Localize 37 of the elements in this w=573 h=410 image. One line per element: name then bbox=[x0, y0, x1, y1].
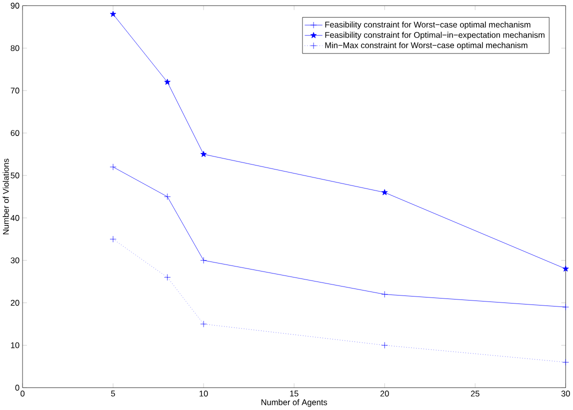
y-tick-label: 50 bbox=[10, 172, 20, 179]
y-tick-label: 20 bbox=[10, 300, 20, 306]
x-tick-label: 30 bbox=[561, 390, 570, 397]
legend-label: Min−Max constraint for Worst−case optimal mechanism bbox=[325, 42, 528, 50]
point bbox=[562, 266, 569, 272]
x-tick-label: 5 bbox=[111, 390, 116, 397]
y-tick-label: 0 bbox=[15, 384, 20, 391]
point bbox=[381, 342, 388, 349]
x-tick-label: 15 bbox=[290, 390, 298, 397]
point bbox=[200, 320, 207, 328]
point bbox=[164, 274, 171, 281]
x-tick-label: 10 bbox=[200, 390, 208, 397]
point bbox=[200, 257, 207, 264]
y-tick-label: 90 bbox=[10, 2, 20, 9]
x-tick-label: 0 bbox=[20, 390, 25, 397]
x-tick-label: 25 bbox=[470, 390, 480, 397]
x-tick-label: 20 bbox=[380, 390, 389, 397]
legend-label: Feasibility constraint for Worst−case optimal mechanism bbox=[325, 22, 530, 30]
y-axis-title: Number of Violations bbox=[2, 158, 9, 234]
point bbox=[562, 304, 569, 311]
point bbox=[562, 359, 569, 366]
point bbox=[164, 194, 171, 200]
point bbox=[381, 291, 388, 298]
point bbox=[110, 236, 116, 243]
y-tick-label: 10 bbox=[11, 342, 20, 348]
y-tick-label: 70 bbox=[10, 88, 20, 94]
point bbox=[164, 78, 171, 86]
x-axis-title: Number of Agents bbox=[262, 399, 328, 408]
legend-label: Feasibility constraint for Optimal−in−expectation mechanism bbox=[325, 32, 544, 40]
point bbox=[200, 151, 207, 158]
y-tick-label: 30 bbox=[10, 258, 20, 264]
y-tick-label: 40 bbox=[10, 215, 20, 222]
y-tick-label: 80 bbox=[10, 45, 20, 52]
point bbox=[110, 164, 116, 170]
point bbox=[110, 11, 116, 18]
y-tick-label: 60 bbox=[10, 130, 20, 136]
point bbox=[381, 189, 388, 196]
